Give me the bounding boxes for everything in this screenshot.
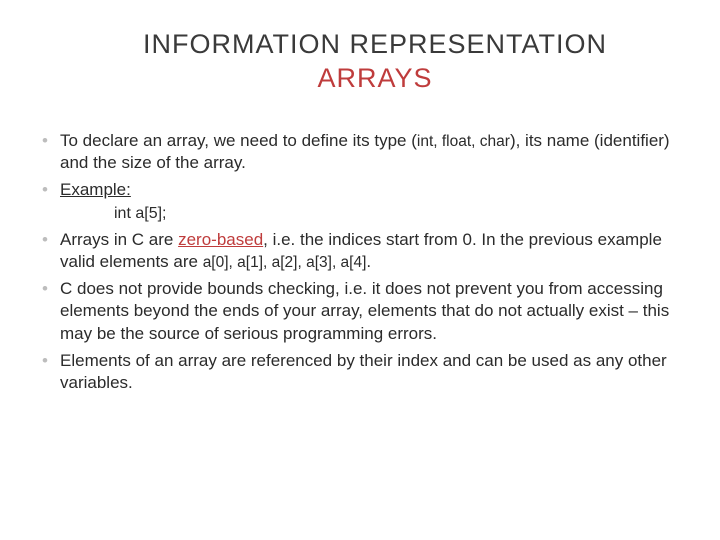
slide: INFORMATION REPRESENTATION ARRAYS To dec… xyxy=(0,0,720,540)
bullet-text-red: zero-based xyxy=(178,230,263,249)
bullet-text: Elements of an array are referenced by t… xyxy=(60,351,667,393)
slide-title: INFORMATION REPRESENTATION ARRAYS xyxy=(70,28,680,96)
code-block: int a[5]; xyxy=(60,203,682,224)
list-item: Elements of an array are referenced by t… xyxy=(38,350,682,395)
bullet-text: . xyxy=(366,252,371,271)
title-line2: ARRAYS xyxy=(317,63,432,93)
body-region: To declare an array, we need to define i… xyxy=(0,110,720,395)
inline-code: int, float, char xyxy=(417,133,510,150)
bullet-text-underlined: Example: xyxy=(60,180,131,199)
list-item: C does not provide bounds checking, i.e.… xyxy=(38,278,682,346)
list-item: Arrays in C are zero-based, i.e. the ind… xyxy=(38,229,682,274)
bullet-text: C does not provide bounds checking, i.e.… xyxy=(60,279,669,343)
list-item: To declare an array, we need to define i… xyxy=(38,130,682,175)
bullet-list: To declare an array, we need to define i… xyxy=(38,130,682,395)
list-item: Example: int a[5]; xyxy=(38,179,682,225)
title-line1: INFORMATION REPRESENTATION xyxy=(143,29,607,59)
bullet-text: To declare an array, we need to define i… xyxy=(60,131,417,150)
title-region: INFORMATION REPRESENTATION ARRAYS xyxy=(0,0,720,110)
inline-code: a[0], a[1], a[2], a[3], a[4] xyxy=(203,254,367,271)
bullet-text: Arrays in C are xyxy=(60,230,178,249)
